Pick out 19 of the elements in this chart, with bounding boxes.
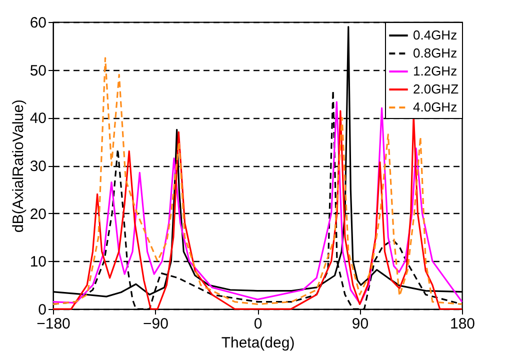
x-tick-label: −180 <box>36 316 70 332</box>
y-tick-label: 50 <box>30 62 46 80</box>
x-tick-label: 90 <box>352 316 369 332</box>
y-tick-label: 30 <box>30 158 46 175</box>
x-tick-label: 0 <box>254 316 262 332</box>
y-tick-label: 40 <box>30 110 46 128</box>
legend-label: 1.2GHz <box>413 64 458 78</box>
x-tick-label: −90 <box>143 316 168 332</box>
legend-label: 0.8GHz <box>413 46 458 60</box>
y-axis-title: dB(AxialRatioValue) <box>10 99 27 233</box>
legend-label: 0.4GHz <box>413 28 458 42</box>
y-tick-label: 20 <box>30 206 46 223</box>
y-tick-label: 60 <box>30 14 46 32</box>
y-tick-label: 10 <box>30 254 46 271</box>
legend-label: 4.0GHz <box>413 100 458 114</box>
y-tick-label: 0 <box>38 302 46 318</box>
x-tick-label: 180 <box>450 316 476 332</box>
legend-label: 2.0GHZ <box>413 82 459 96</box>
x-axis-title: Theta(deg) <box>221 334 295 352</box>
